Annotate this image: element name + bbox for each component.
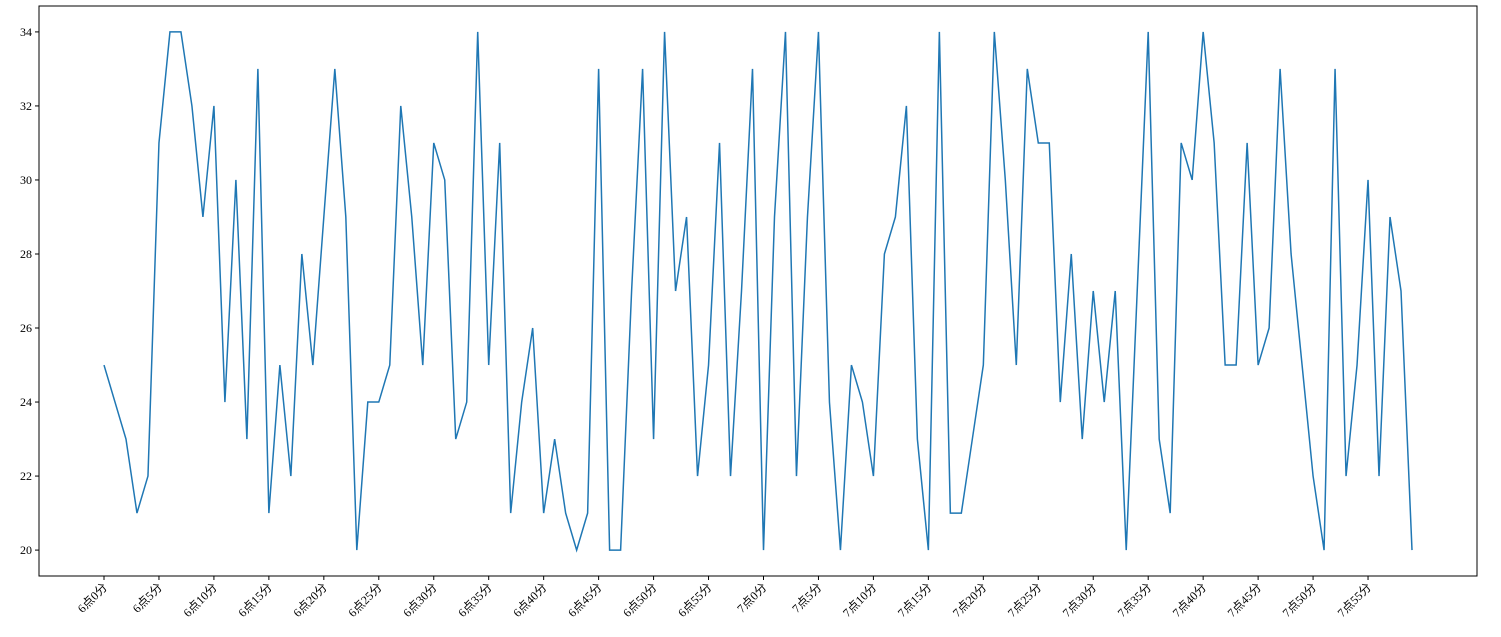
plot-frame xyxy=(38,5,1478,577)
x-tick-label: 7点50分 xyxy=(1280,580,1320,620)
x-tick-label: 7点55分 xyxy=(1335,580,1375,620)
y-tick-label: 26 xyxy=(20,321,32,335)
y-tick-label: 34 xyxy=(20,25,32,39)
x-tick-label: 7点35分 xyxy=(1115,580,1155,620)
x-tick-label: 6点40分 xyxy=(510,580,550,620)
x-tick-label: 7点5分 xyxy=(789,580,824,615)
x-tick-label: 6点50分 xyxy=(620,580,660,620)
x-tick-label: 6点25分 xyxy=(345,580,385,620)
y-tick-label: 28 xyxy=(20,247,32,261)
x-tick-label: 7点10分 xyxy=(840,580,880,620)
y-tick-label: 20 xyxy=(20,543,32,557)
x-tick-label: 6点35分 xyxy=(455,580,495,620)
y-tick-label: 32 xyxy=(20,99,32,113)
x-tick-label: 7点25分 xyxy=(1005,580,1045,620)
x-tick-label: 7点30分 xyxy=(1060,580,1100,620)
x-tick-label: 7点15分 xyxy=(895,580,935,620)
x-tick-label: 6点10分 xyxy=(180,580,220,620)
x-tick-label: 6点5分 xyxy=(130,580,165,615)
x-tick-label: 7点20分 xyxy=(950,580,990,620)
x-tick-label: 6点55分 xyxy=(675,580,715,620)
y-tick-label: 22 xyxy=(20,469,32,483)
x-tick-label: 6点30分 xyxy=(400,580,440,620)
x-tick-label: 6点45分 xyxy=(565,580,605,620)
y-tick-label: 24 xyxy=(20,395,32,409)
x-tick-label: 6点0分 xyxy=(75,580,110,615)
x-tick-label: 7点0分 xyxy=(734,580,769,615)
line xyxy=(103,31,1413,553)
y-tick-label: 30 xyxy=(20,173,32,187)
x-tick-label: 6点20分 xyxy=(290,580,330,620)
x-tick-label: 7点40分 xyxy=(1170,580,1210,620)
x-tick-label: 7点45分 xyxy=(1225,580,1265,620)
x-tick-label: 6点15分 xyxy=(235,580,275,620)
